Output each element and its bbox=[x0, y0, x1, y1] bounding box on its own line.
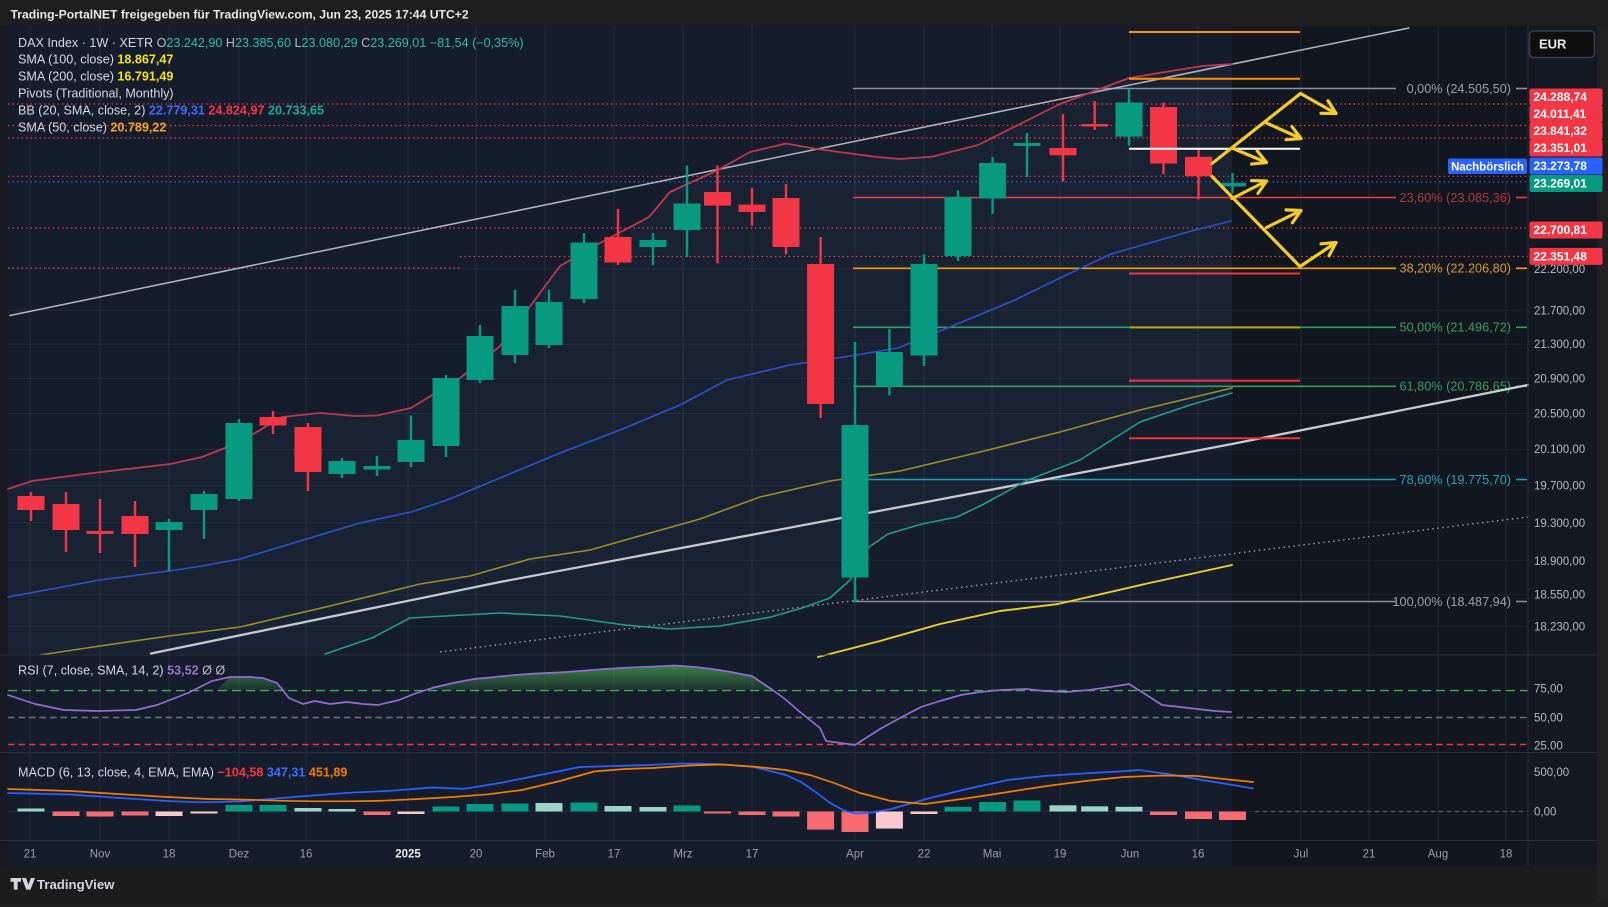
svg-text:2025: 2025 bbox=[395, 849, 421, 861]
svg-text:18.230,00: 18.230,00 bbox=[1534, 621, 1585, 633]
svg-text:20: 20 bbox=[470, 849, 483, 861]
svg-text:21: 21 bbox=[24, 849, 37, 861]
svg-text:23,60% (23.085,36): 23,60% (23.085,36) bbox=[1400, 191, 1511, 205]
svg-text:Jun: Jun bbox=[1121, 849, 1140, 861]
svg-text:18: 18 bbox=[1500, 849, 1513, 861]
svg-text:50,00% (21.496,72): 50,00% (21.496,72) bbox=[1400, 321, 1511, 335]
svg-text:BB (20, SMA, close, 2) 22.779,: BB (20, SMA, close, 2) 22.779,31 24.824,… bbox=[18, 104, 324, 118]
svg-text:22.700,81: 22.700,81 bbox=[1534, 223, 1588, 237]
svg-text:23.273,78: 23.273,78 bbox=[1534, 159, 1588, 173]
svg-text:100,00% (18.487,94): 100,00% (18.487,94) bbox=[1392, 595, 1511, 609]
svg-text:78,60% (19.775,70): 78,60% (19.775,70) bbox=[1400, 473, 1511, 487]
svg-text:24.288,74: 24.288,74 bbox=[1534, 90, 1588, 104]
svg-text:Aug: Aug bbox=[1428, 849, 1448, 861]
svg-text:22.351,48: 22.351,48 bbox=[1534, 250, 1588, 264]
svg-text:22.200,00: 22.200,00 bbox=[1534, 264, 1585, 276]
svg-text:SMA (50, close) 20.789,22: SMA (50, close) 20.789,22 bbox=[18, 121, 166, 135]
svg-text:21.700,00: 21.700,00 bbox=[1534, 305, 1585, 317]
svg-text:19: 19 bbox=[1054, 849, 1067, 861]
svg-text:16: 16 bbox=[1192, 849, 1205, 861]
svg-text:22: 22 bbox=[918, 849, 931, 861]
svg-text:Nachbörslich: Nachbörslich bbox=[1451, 161, 1524, 173]
svg-text:20.900,00: 20.900,00 bbox=[1534, 374, 1585, 386]
svg-text:18.550,00: 18.550,00 bbox=[1534, 590, 1585, 602]
svg-text:Pivots (Traditional, Monthly): Pivots (Traditional, Monthly) bbox=[18, 87, 174, 101]
svg-text:20.100,00: 20.100,00 bbox=[1534, 444, 1585, 456]
svg-text:Mai: Mai bbox=[983, 849, 1002, 861]
svg-text:SMA (100, close) 18.867,47: SMA (100, close) 18.867,47 bbox=[18, 53, 173, 67]
svg-text:Dez: Dez bbox=[229, 849, 250, 861]
svg-text:24.011,41: 24.011,41 bbox=[1534, 107, 1587, 121]
svg-text:0,00: 0,00 bbox=[1534, 807, 1556, 819]
svg-text:RSI (7, close, SMA, 14, 2) 53,: RSI (7, close, SMA, 14, 2) 53,52 Ø Ø bbox=[18, 664, 225, 678]
svg-text:75,00: 75,00 bbox=[1534, 684, 1563, 696]
svg-text:TradingView: TradingView bbox=[37, 877, 115, 892]
svg-text:38,20% (22.206,80): 38,20% (22.206,80) bbox=[1400, 262, 1511, 276]
svg-text:500,00: 500,00 bbox=[1534, 767, 1569, 779]
svg-text:EUR: EUR bbox=[1539, 37, 1567, 52]
svg-text:Jul: Jul bbox=[1294, 849, 1309, 861]
svg-text:18: 18 bbox=[163, 849, 176, 861]
svg-text:17: 17 bbox=[608, 849, 621, 861]
svg-text:23.351,01: 23.351,01 bbox=[1534, 141, 1588, 155]
svg-text:61,80% (20.786,65): 61,80% (20.786,65) bbox=[1400, 380, 1511, 394]
svg-text:DAX Index · 1W · XETR O23.242,: DAX Index · 1W · XETR O23.242,90 H23.385… bbox=[18, 36, 524, 50]
svg-text:21: 21 bbox=[1363, 849, 1376, 861]
svg-text:18.900,00: 18.900,00 bbox=[1534, 556, 1585, 568]
svg-text:19.300,00: 19.300,00 bbox=[1534, 518, 1585, 530]
svg-text:23.841,32: 23.841,32 bbox=[1534, 124, 1588, 138]
svg-text:19.700,00: 19.700,00 bbox=[1534, 481, 1585, 493]
svg-text:17: 17 bbox=[746, 849, 759, 861]
svg-text:21.300,00: 21.300,00 bbox=[1534, 339, 1585, 351]
svg-text:MACD (6, 13, close, 4, EMA, EM: MACD (6, 13, close, 4, EMA, EMA) −104,58… bbox=[18, 766, 347, 780]
svg-text:20.500,00: 20.500,00 bbox=[1534, 409, 1585, 421]
svg-text:50,00: 50,00 bbox=[1534, 713, 1563, 725]
svg-text:16: 16 bbox=[300, 849, 313, 861]
svg-text:23.269,01: 23.269,01 bbox=[1534, 177, 1588, 191]
svg-text:SMA (200, close) 16.791,49: SMA (200, close) 16.791,49 bbox=[18, 70, 173, 84]
svg-text:25.00: 25.00 bbox=[1534, 741, 1563, 753]
svg-text:Apr: Apr bbox=[846, 849, 864, 861]
svg-text:Mrz: Mrz bbox=[673, 849, 692, 861]
svg-text:Feb: Feb bbox=[535, 849, 555, 861]
svg-text:Nov: Nov bbox=[90, 849, 111, 861]
svg-text:0,00% (24.505,50): 0,00% (24.505,50) bbox=[1407, 82, 1511, 96]
svg-text:Trading-PortalNET freigegeben: Trading-PortalNET freigegeben für Tradin… bbox=[11, 8, 469, 22]
